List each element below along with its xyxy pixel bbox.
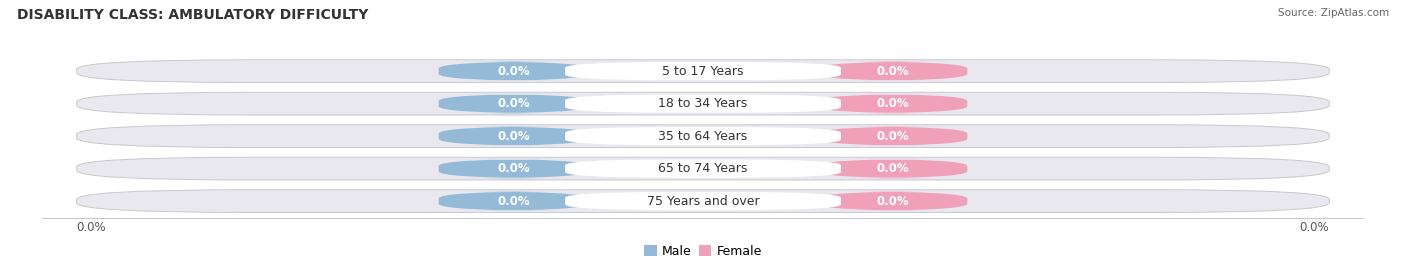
FancyBboxPatch shape: [818, 159, 967, 178]
FancyBboxPatch shape: [439, 159, 588, 178]
Text: 5 to 17 Years: 5 to 17 Years: [662, 65, 744, 78]
Text: DISABILITY CLASS: AMBULATORY DIFFICULTY: DISABILITY CLASS: AMBULATORY DIFFICULTY: [17, 8, 368, 22]
FancyBboxPatch shape: [439, 61, 588, 81]
Text: 0.0%: 0.0%: [1299, 221, 1329, 234]
Text: 0.0%: 0.0%: [876, 194, 908, 208]
Text: 0.0%: 0.0%: [498, 162, 530, 175]
FancyBboxPatch shape: [818, 61, 967, 81]
Text: 0.0%: 0.0%: [498, 65, 530, 78]
FancyBboxPatch shape: [565, 160, 841, 178]
Text: 75 Years and over: 75 Years and over: [647, 194, 759, 208]
FancyBboxPatch shape: [439, 126, 588, 146]
Text: 35 to 64 Years: 35 to 64 Years: [658, 130, 748, 143]
FancyBboxPatch shape: [439, 94, 588, 114]
Text: 18 to 34 Years: 18 to 34 Years: [658, 97, 748, 110]
Text: 0.0%: 0.0%: [498, 97, 530, 110]
Text: 0.0%: 0.0%: [498, 130, 530, 143]
Text: 0.0%: 0.0%: [876, 65, 908, 78]
Text: 0.0%: 0.0%: [876, 97, 908, 110]
FancyBboxPatch shape: [565, 62, 841, 80]
FancyBboxPatch shape: [818, 191, 967, 211]
FancyBboxPatch shape: [565, 192, 841, 210]
Legend: Male, Female: Male, Female: [640, 239, 766, 263]
FancyBboxPatch shape: [77, 157, 1329, 180]
FancyBboxPatch shape: [565, 94, 841, 113]
Text: 0.0%: 0.0%: [876, 130, 908, 143]
FancyBboxPatch shape: [439, 191, 588, 211]
Text: Source: ZipAtlas.com: Source: ZipAtlas.com: [1278, 8, 1389, 18]
Text: 0.0%: 0.0%: [498, 194, 530, 208]
FancyBboxPatch shape: [77, 190, 1329, 213]
FancyBboxPatch shape: [818, 94, 967, 114]
Text: 0.0%: 0.0%: [77, 221, 107, 234]
Text: 0.0%: 0.0%: [876, 162, 908, 175]
Text: 65 to 74 Years: 65 to 74 Years: [658, 162, 748, 175]
FancyBboxPatch shape: [77, 60, 1329, 83]
FancyBboxPatch shape: [565, 127, 841, 145]
FancyBboxPatch shape: [77, 92, 1329, 115]
FancyBboxPatch shape: [818, 126, 967, 146]
FancyBboxPatch shape: [77, 125, 1329, 147]
